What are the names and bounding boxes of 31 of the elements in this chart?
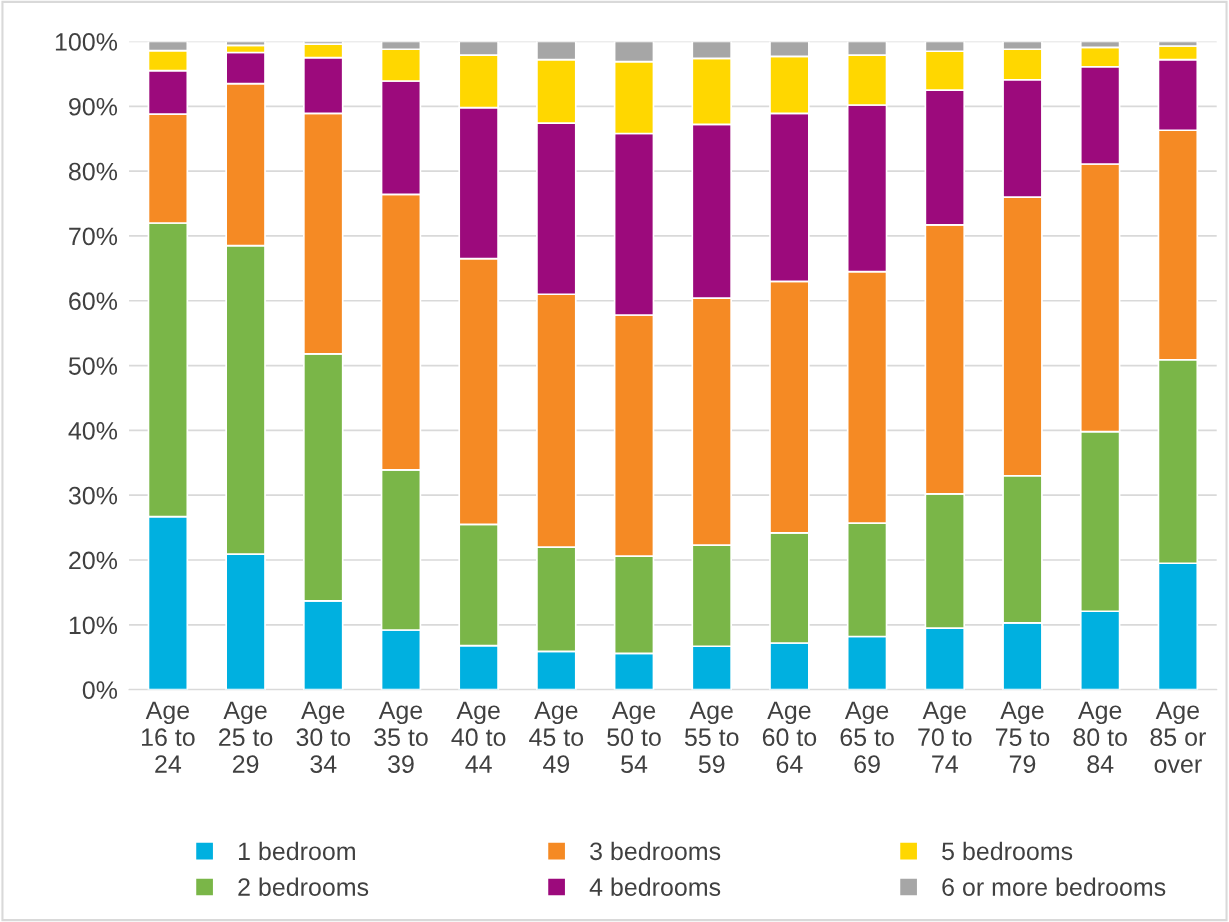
legend-label: 4 bedrooms <box>589 877 721 896</box>
x-tick-label: Age 45 to 49 <box>529 701 584 773</box>
y-tick-label: 100% <box>55 33 118 51</box>
y-tick-label: 0% <box>82 681 118 699</box>
x-tick-label: Age 25 to 29 <box>219 701 273 773</box>
y-tick-label: 60% <box>69 292 118 311</box>
x-tick-label: Age 50 to 54 <box>607 701 661 773</box>
x-tick-label: Age 70 to 74 <box>918 701 972 773</box>
x-tick-label: Age 40 to 44 <box>451 701 506 773</box>
x-tick-label: Age 30 to 34 <box>296 701 351 773</box>
x-tick-label: Age 80 to 84 <box>1073 701 1127 773</box>
legend-label: 6 or more bedrooms <box>942 877 1166 896</box>
y-tick-label: 90% <box>69 97 118 116</box>
x-tick-label: Age 85 or over <box>1150 701 1206 773</box>
x-tick-label: Age 55 to 59 <box>684 701 739 773</box>
y-tick-label: 40% <box>68 421 118 440</box>
y-tick-label: 80% <box>68 162 118 181</box>
x-tick-label: Age 75 to 79 <box>995 701 1050 773</box>
x-tick-label: Age 16 to 24 <box>142 701 195 773</box>
y-tick-label: 50% <box>68 357 118 375</box>
legend-label: 2 bedrooms <box>238 877 369 896</box>
x-tick-label: Age 65 to 69 <box>840 701 894 773</box>
y-tick-label: 20% <box>69 551 118 570</box>
legend-label: 3 bedrooms <box>590 841 721 861</box>
y-tick-label: 10% <box>69 616 118 635</box>
x-tick-label: Age 35 to 39 <box>374 701 428 773</box>
legend-label: 5 bedrooms <box>942 841 1073 861</box>
y-tick-label: 30% <box>68 486 118 505</box>
y-tick-label: 70% <box>69 227 118 246</box>
legend-label: 1 bedroom <box>238 841 355 861</box>
x-tick-label: Age 60 to 64 <box>762 701 817 773</box>
